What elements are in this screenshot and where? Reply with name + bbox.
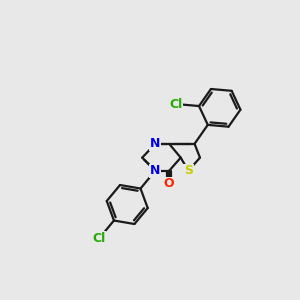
Text: O: O [164, 177, 175, 190]
Text: Cl: Cl [169, 98, 183, 110]
Text: S: S [184, 164, 193, 177]
Text: N: N [150, 164, 160, 177]
Text: Cl: Cl [93, 232, 106, 245]
Text: N: N [150, 137, 160, 150]
